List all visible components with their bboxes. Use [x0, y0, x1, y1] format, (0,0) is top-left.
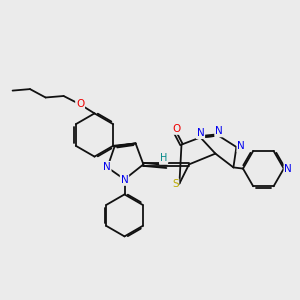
Text: O: O — [76, 99, 84, 110]
Text: H: H — [160, 153, 167, 163]
Text: O: O — [172, 124, 181, 134]
Text: N: N — [284, 164, 292, 174]
Text: N: N — [103, 162, 111, 172]
Text: H: H — [160, 154, 167, 164]
Text: N: N — [121, 175, 128, 185]
Text: S: S — [172, 179, 178, 189]
Text: N: N — [196, 128, 204, 138]
Text: N: N — [215, 126, 223, 136]
Text: N: N — [237, 141, 245, 152]
